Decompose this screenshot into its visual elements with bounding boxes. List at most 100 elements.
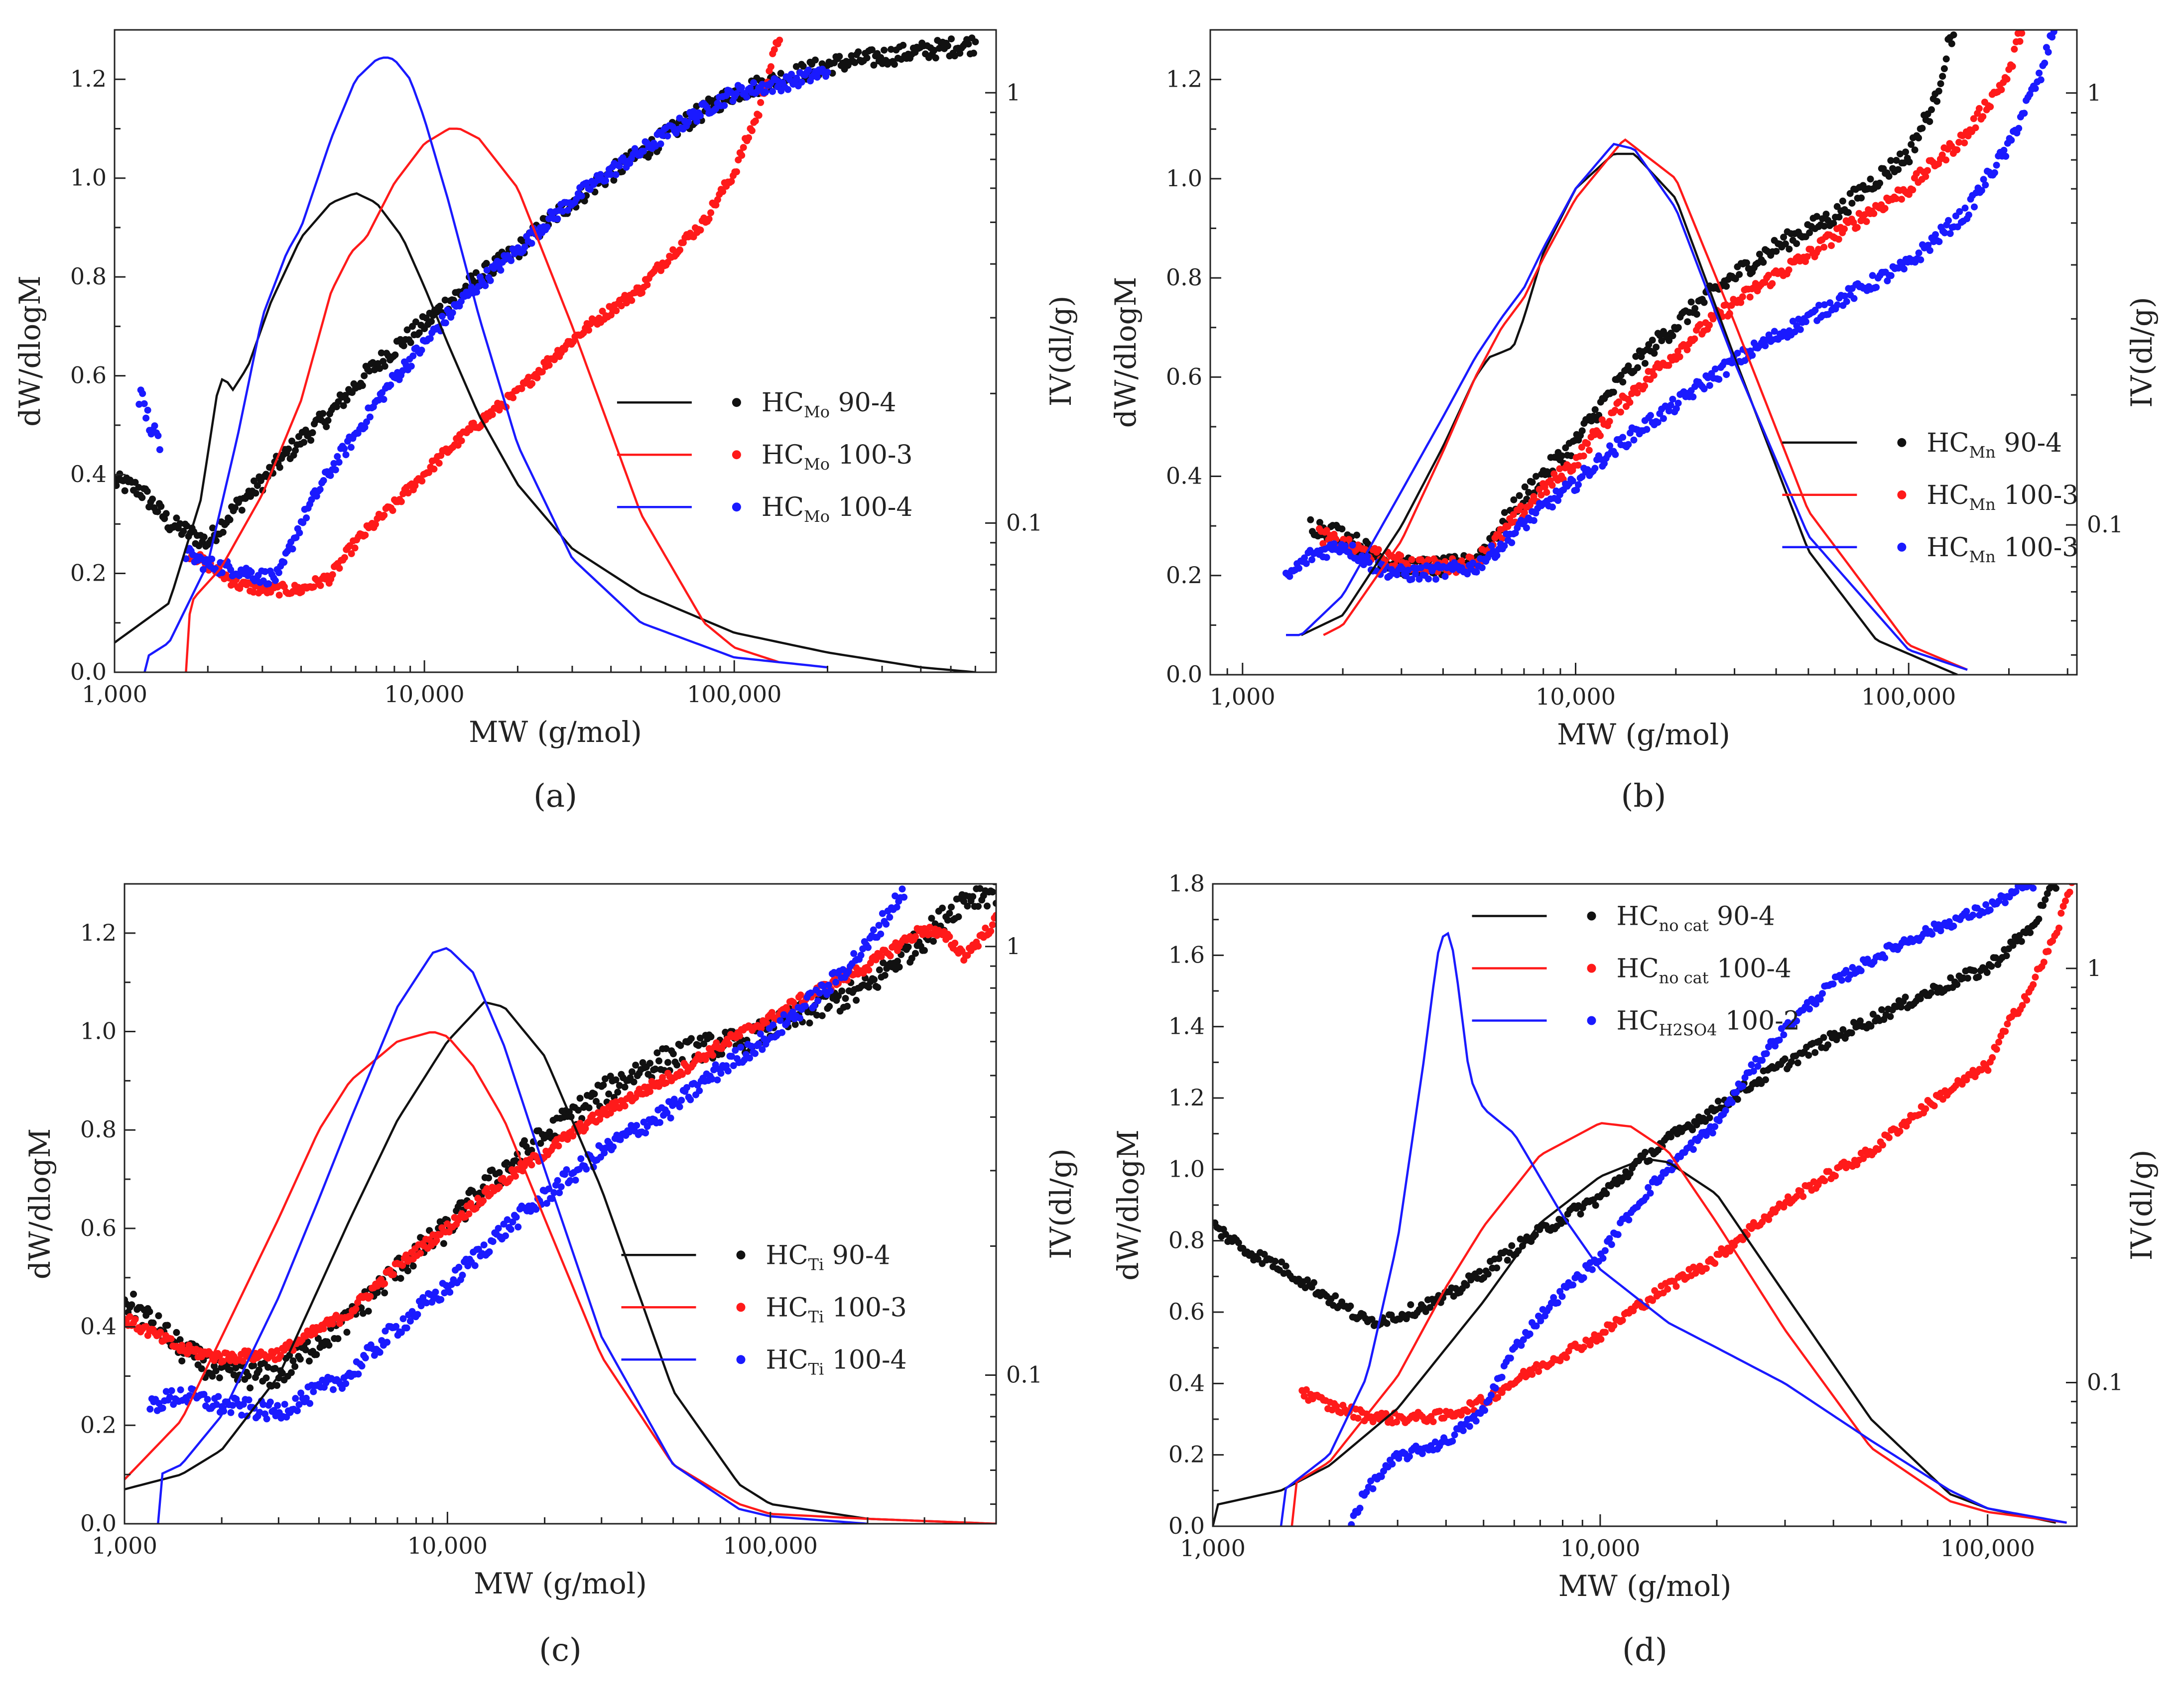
iv-point: [1963, 1076, 1970, 1084]
iv-point: [696, 1087, 703, 1095]
iv-point: [1706, 382, 1713, 389]
iv-point: [1556, 465, 1563, 473]
iv-point: [662, 1045, 670, 1052]
iv-point: [1706, 1114, 1713, 1121]
iv-point: [1554, 1299, 1561, 1307]
iv-point: [707, 209, 715, 217]
iv-point: [504, 1216, 511, 1223]
y2-tick-label: 0.1: [1006, 1361, 1042, 1388]
iv-point: [275, 592, 283, 599]
iv-point: [578, 192, 585, 200]
plot-frame: [124, 883, 997, 1525]
iv-point: [1642, 1149, 1649, 1156]
iv-point: [264, 1363, 272, 1371]
iv-point: [300, 439, 308, 446]
iv-point: [612, 171, 620, 178]
iv-point: [944, 42, 951, 50]
iv-point: [1641, 360, 1649, 367]
iv-point: [309, 429, 316, 436]
iv-point: [946, 910, 953, 917]
iv-point: [832, 978, 840, 986]
iv-point: [1608, 1241, 1615, 1248]
iv-series-red: [186, 36, 783, 599]
iv-point: [1941, 229, 1948, 237]
iv-point: [483, 1185, 491, 1192]
iv-point: [1300, 1392, 1308, 1400]
iv-point: [1820, 244, 1828, 251]
legend-item-blue: HCMo 100-4: [617, 492, 913, 526]
iv-point: [347, 444, 355, 451]
iv-point: [1405, 566, 1412, 574]
iv-point: [271, 1365, 279, 1372]
iv-point: [904, 875, 911, 882]
iv-point: [1366, 559, 1373, 566]
iv-point: [291, 1363, 299, 1370]
iv-point: [1723, 371, 1730, 378]
iv-point: [1813, 213, 1820, 220]
iv-point: [989, 888, 996, 896]
iv-point: [1938, 151, 1946, 159]
iv-point: [1349, 541, 1356, 549]
iv-point: [2021, 110, 2028, 117]
iv-point: [457, 298, 465, 305]
iv-point: [1870, 210, 1878, 217]
iv-point: [2003, 952, 2010, 960]
iv-point: [972, 38, 979, 46]
iv-point: [380, 396, 387, 403]
iv-point: [1782, 240, 1789, 247]
iv-point: [271, 577, 279, 584]
iv-point: [1316, 519, 1323, 526]
legend-dot-swatch: [732, 398, 741, 407]
iv-point: [131, 1316, 139, 1323]
iv-point: [700, 1040, 708, 1048]
iv-point: [1937, 80, 1944, 88]
iv-point: [403, 326, 411, 334]
iv-point: [397, 498, 405, 505]
iv-point: [605, 1090, 613, 1098]
iv-point: [1895, 166, 1902, 173]
iv-point: [1494, 1394, 1502, 1401]
iv-point: [714, 196, 721, 203]
chart-panel-d: 1,000 10,000 100,0000.00.20.40.60.81.01.21…: [1111, 870, 2159, 1669]
iv-point: [2040, 902, 2047, 909]
y2-tick-label: 0.1: [1006, 509, 1042, 536]
iv-point: [2035, 915, 2043, 923]
y-tick-label: 0.4: [1166, 463, 1202, 489]
iv-point: [254, 482, 261, 489]
iv-point: [458, 437, 465, 445]
iv-point: [497, 266, 505, 274]
iv-point: [1887, 272, 1895, 279]
iv-point: [1626, 1170, 1634, 1177]
iv-point: [273, 1382, 281, 1389]
iv-point: [262, 1374, 270, 1382]
iv-point: [770, 46, 778, 53]
iv-point: [1650, 371, 1658, 379]
iv-point: [639, 289, 645, 296]
chart-panel-c: 1,000 10,000 100,0000.00.20.40.60.81.01.20…: [23, 875, 1078, 1669]
iv-point: [1354, 1415, 1362, 1422]
iv-point: [687, 1096, 694, 1103]
iv-point: [483, 259, 490, 267]
iv-point: [238, 506, 246, 514]
iv-point: [892, 892, 899, 900]
iv-point: [471, 1262, 479, 1269]
iv-point: [970, 49, 977, 57]
iv-point: [1510, 496, 1518, 503]
iv-point: [1756, 250, 1763, 258]
iv-point: [343, 396, 351, 404]
iv-point: [1945, 217, 1952, 224]
iv-point: [810, 1002, 818, 1010]
y-tick-label: 0.2: [1166, 562, 1202, 589]
iv-point: [564, 207, 571, 214]
iv-point: [948, 35, 955, 43]
iv-point: [1815, 245, 1822, 253]
iv-point: [227, 1409, 235, 1416]
iv-point: [921, 947, 928, 954]
iv-point: [898, 885, 906, 893]
iv-point: [1806, 229, 1813, 237]
iv-point: [473, 288, 480, 296]
iv-point: [576, 1095, 584, 1102]
iv-point: [1917, 256, 1924, 263]
iv-point: [836, 53, 843, 60]
iv-point: [1626, 399, 1634, 406]
